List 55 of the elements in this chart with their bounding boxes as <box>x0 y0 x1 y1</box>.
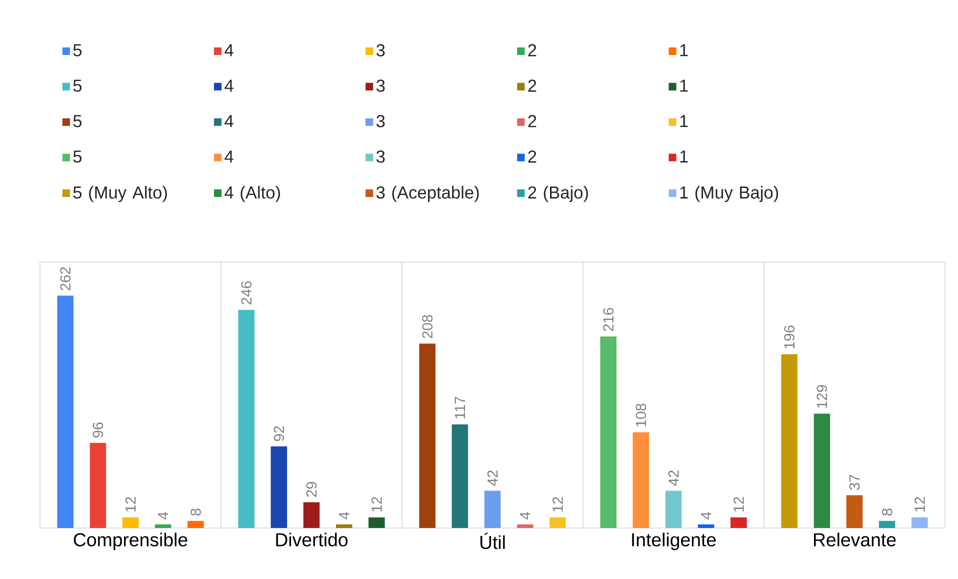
data-label: 246 <box>241 281 252 304</box>
data-label: 12 <box>552 497 563 512</box>
data-label: 42 <box>487 470 498 486</box>
data-label: 8 <box>882 508 892 516</box>
legend-label: 3 (Aceptable) <box>376 186 479 202</box>
legend-label: 4 <box>224 115 234 128</box>
x-tick-label: Inteligente <box>632 532 716 550</box>
legend-label: 2 <box>528 80 536 92</box>
legend-label: 4 <box>224 150 234 162</box>
x-tick-label: Divertido <box>276 532 348 546</box>
data-label: 216 <box>603 308 614 332</box>
legend-label: 4 <box>224 44 234 56</box>
data-label: 4 <box>701 512 712 520</box>
data-label: 196 <box>784 326 795 348</box>
legend-label: 2 <box>528 150 536 163</box>
legend-label: 1 (Muy Bajo) <box>680 186 778 202</box>
legend-label: 3 <box>376 150 385 163</box>
data-label: 262 <box>60 267 71 290</box>
data-label: 108 <box>636 404 646 426</box>
x-tick-label: Comprensible <box>74 532 188 550</box>
legend-label: 1 <box>680 80 688 92</box>
legend-label: 5 <box>73 115 82 128</box>
legend-label: 4 <box>224 80 234 92</box>
data-label: 42 <box>668 470 679 486</box>
legend-label: 2 <box>528 44 536 56</box>
legend-label: 5 (Muy Alto) <box>73 186 167 202</box>
legend-label: 2 (Bajo) <box>528 186 588 202</box>
data-label: 4 <box>158 512 168 520</box>
data-label: 29 <box>306 482 317 497</box>
legend-label: 1 <box>680 44 688 56</box>
data-label: 12 <box>125 497 136 512</box>
legend-label: 5 <box>73 44 82 56</box>
legend-label: 5 <box>73 150 82 163</box>
legend-label: 5 <box>73 80 82 92</box>
data-label: 4 <box>520 512 530 520</box>
legend-label: 1 <box>680 115 688 128</box>
x-tick-label: Relevante <box>814 532 896 546</box>
data-label: 129 <box>816 385 828 408</box>
legend-label: 4 (Alto) <box>224 186 280 202</box>
data-label: 92 <box>274 426 284 442</box>
legend-label: 3 <box>376 115 385 128</box>
legend-label: 1 <box>680 150 688 162</box>
data-label: 4 <box>339 512 350 520</box>
data-label: 96 <box>92 422 104 438</box>
data-label: 37 <box>849 474 860 490</box>
data-label: 117 <box>454 396 465 418</box>
x-tick-label: Útil <box>480 532 505 550</box>
data-label: 12 <box>372 497 382 512</box>
legend-label: 2 <box>528 115 536 128</box>
data-label: 12 <box>914 497 925 512</box>
legend-label: 3 <box>376 44 385 56</box>
data-label: 8 <box>190 508 201 516</box>
data-label: 12 <box>734 497 744 512</box>
legend-label: 3 <box>376 80 385 92</box>
data-label: 208 <box>422 315 433 338</box>
